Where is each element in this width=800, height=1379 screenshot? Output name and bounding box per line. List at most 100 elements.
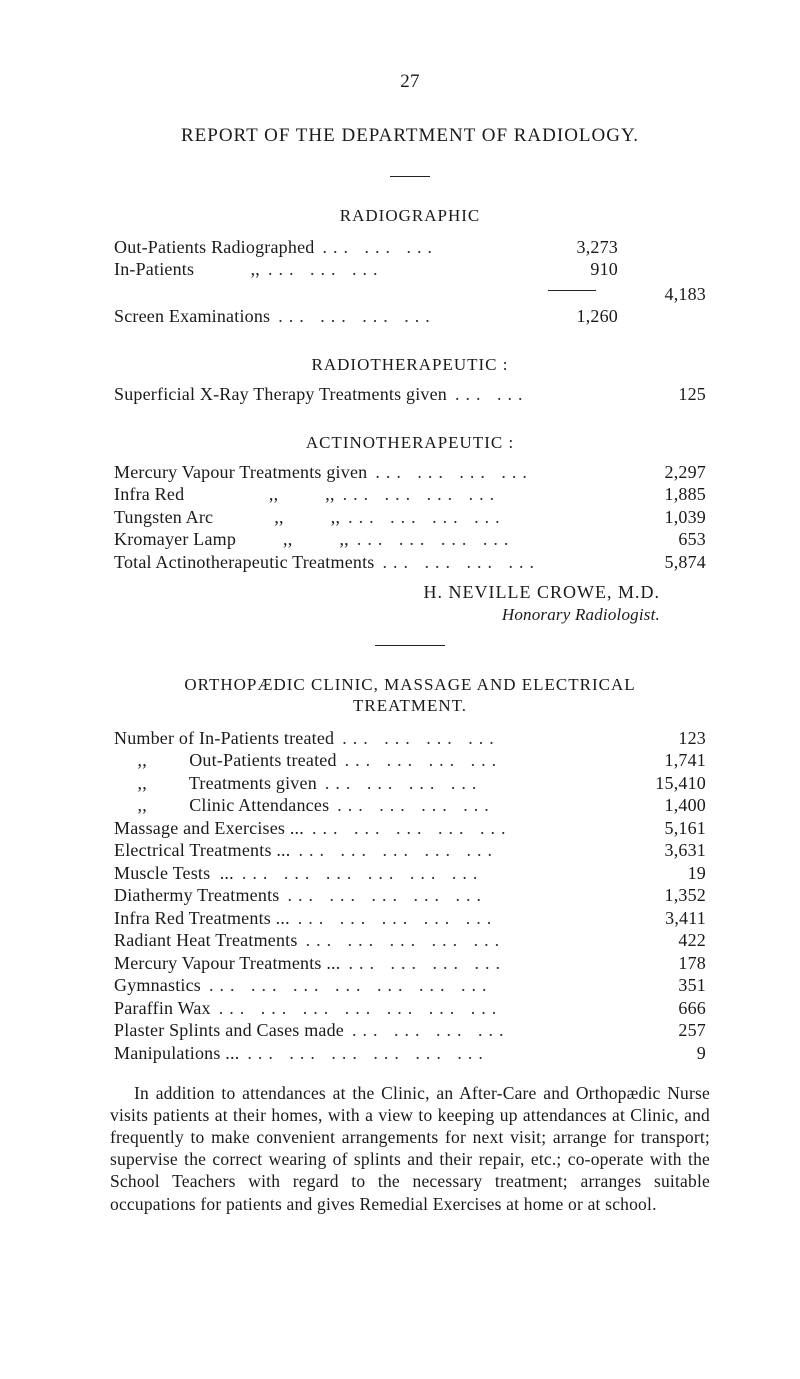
table-row: Tungsten Arc ,, ,, ... ... ... ... 1,039	[114, 506, 706, 529]
spacer	[114, 283, 119, 306]
table-row: ,, Clinic Attendances... ... ... ...1,40…	[114, 794, 706, 817]
row-value-secondary	[636, 305, 706, 328]
row-label: Paraffin Wax	[114, 997, 211, 1020]
row-value: 3,273	[548, 236, 618, 259]
paragraph-text: In addition to attendances at the Clinic…	[110, 1082, 710, 1215]
table-row: Screen Examinations ... ... ... ... 1,26…	[114, 305, 706, 328]
row-value: 1,400	[636, 794, 706, 817]
row-value: 5,161	[636, 817, 706, 840]
row-value-secondary	[636, 236, 706, 259]
table-row: Gymnastics... ... ... ... ... ... ...351	[114, 974, 706, 997]
author-name: H. NEVILLE CROWE, M.D.	[110, 581, 660, 604]
row-value: 125	[636, 383, 706, 406]
leader-dots: ... ... ... ... ...	[290, 839, 636, 862]
radiographic-block: Out-Patients Radiographed ... ... ... 3,…	[114, 236, 706, 328]
radiotherapeutic-heading: RADIOTHERAPEUTIC :	[110, 354, 710, 375]
row-total: 4,183	[636, 283, 706, 306]
sub-rule	[548, 281, 618, 300]
row-label: In-Patients ,,	[114, 258, 260, 281]
row-label: Muscle Tests ...	[114, 862, 234, 885]
table-row: Superficial X-Ray Therapy Treatments giv…	[114, 383, 706, 406]
row-label: ,, Treatments given	[114, 772, 317, 795]
row-value: 653	[636, 528, 706, 551]
leader-dots: ... ... ... ...	[334, 727, 636, 750]
divider	[375, 645, 445, 646]
row-value: 666	[636, 997, 706, 1020]
leader-dots: ... ... ... ...	[375, 551, 637, 574]
rule-row: 4,183	[114, 281, 706, 306]
row-label: Number of In-Patients treated	[114, 727, 334, 750]
leader-dots: ... ... ... ...	[337, 749, 636, 772]
leader-dots: ... ... ... ... ... ...	[234, 862, 636, 885]
leader-dots: ... ... ... ...	[335, 483, 636, 506]
row-label: Gymnastics	[114, 974, 201, 997]
row-label: Screen Examinations	[114, 305, 270, 328]
row-value: 257	[636, 1019, 706, 1042]
leader-dots: ... ... ... ... ...	[298, 929, 636, 952]
table-row: Mercury Vapour Treatments ...... ... ...…	[114, 952, 706, 975]
table-row: Total Actinotherapeutic Treatments ... .…	[114, 551, 706, 574]
row-value: 15,410	[636, 772, 706, 795]
row-label: Radiant Heat Treatments	[114, 929, 298, 952]
row-label: Mercury Vapour Treatments ...	[114, 952, 340, 975]
ortho-heading-line1: ORTHOPÆDIC CLINIC, MASSAGE AND ELECTRICA…	[110, 674, 710, 695]
leader-dots: ... ... ... ... ...	[279, 884, 636, 907]
leader-dots: ... ... ... ...	[270, 305, 548, 328]
row-label: Massage and Exercises ...	[114, 817, 304, 840]
row-value: 178	[636, 952, 706, 975]
table-row: ,, Out-Patients treated... ... ... ...1,…	[114, 749, 706, 772]
row-value: 3,631	[636, 839, 706, 862]
row-value: 1,039	[636, 506, 706, 529]
row-value: 422	[636, 929, 706, 952]
row-value: 910	[548, 258, 618, 281]
paragraph-block: In addition to attendances at the Clinic…	[110, 1082, 710, 1215]
row-label: Manipulations ...	[114, 1042, 239, 1065]
document-page: 27 REPORT OF THE DEPARTMENT OF RADIOLOGY…	[0, 0, 800, 1379]
table-row: Electrical Treatments ...... ... ... ...…	[114, 839, 706, 862]
row-value: 1,885	[636, 483, 706, 506]
actinotherapeutic-heading: ACTINOTHERAPEUTIC :	[110, 432, 710, 453]
leader-dots: ... ... ...	[314, 236, 548, 259]
attribution-block: H. NEVILLE CROWE, M.D. Honorary Radiolog…	[110, 581, 660, 625]
row-label: Plaster Splints and Cases made	[114, 1019, 344, 1042]
row-label: Kromayer Lamp ,, ,,	[114, 528, 349, 551]
table-row: Manipulations ...... ... ... ... ... ...…	[114, 1042, 706, 1065]
row-label: Infra Red Treatments ...	[114, 907, 290, 930]
row-value-secondary	[636, 258, 706, 281]
row-label: Tungsten Arc ,, ,,	[114, 506, 340, 529]
table-row: ,, Treatments given... ... ... ...15,410	[114, 772, 706, 795]
row-label: Mercury Vapour Treatments given	[114, 461, 367, 484]
leader-dots: ... ... ...	[260, 258, 548, 281]
table-row: Diathermy Treatments... ... ... ... ...1…	[114, 884, 706, 907]
table-row: Paraffin Wax... ... ... ... ... ... ...6…	[114, 997, 706, 1020]
row-label: Infra Red ,, ,,	[114, 483, 335, 506]
row-label: ,, Clinic Attendances	[114, 794, 329, 817]
leader-dots: ... ... ... ...	[317, 772, 636, 795]
leader-dots: ... ... ... ...	[340, 952, 636, 975]
row-label: Out-Patients Radiographed	[114, 236, 314, 259]
row-value: 19	[636, 862, 706, 885]
table-row: Radiant Heat Treatments... ... ... ... .…	[114, 929, 706, 952]
leader-dots: ... ... ... ... ... ... ...	[201, 974, 636, 997]
leader-dots: ... ... ... ... ...	[304, 817, 636, 840]
row-value: 1,260	[548, 305, 618, 328]
row-label: Diathermy Treatments	[114, 884, 279, 907]
row-label: Electrical Treatments ...	[114, 839, 290, 862]
leader-dots: ... ... ... ... ...	[290, 907, 636, 930]
ortho-heading-line2: TREATMENT.	[110, 695, 710, 716]
table-row: Kromayer Lamp ,, ,, ... ... ... ... 653	[114, 528, 706, 551]
row-value: 1,352	[636, 884, 706, 907]
table-row: Infra Red ,, ,, ... ... ... ... 1,885	[114, 483, 706, 506]
table-row: Massage and Exercises ...... ... ... ...…	[114, 817, 706, 840]
row-value: 2,297	[636, 461, 706, 484]
row-value: 9	[636, 1042, 706, 1065]
leader-dots: ... ... ... ... ... ...	[239, 1042, 636, 1065]
row-value: 1,741	[636, 749, 706, 772]
table-row: Number of In-Patients treated... ... ...…	[114, 727, 706, 750]
table-row: Plaster Splints and Cases made... ... ..…	[114, 1019, 706, 1042]
row-label: ,, Out-Patients treated	[114, 749, 337, 772]
ortho-block: Number of In-Patients treated... ... ...…	[114, 727, 706, 1065]
page-number: 27	[110, 70, 710, 94]
table-row: Mercury Vapour Treatments given ... ... …	[114, 461, 706, 484]
row-value: 123	[636, 727, 706, 750]
